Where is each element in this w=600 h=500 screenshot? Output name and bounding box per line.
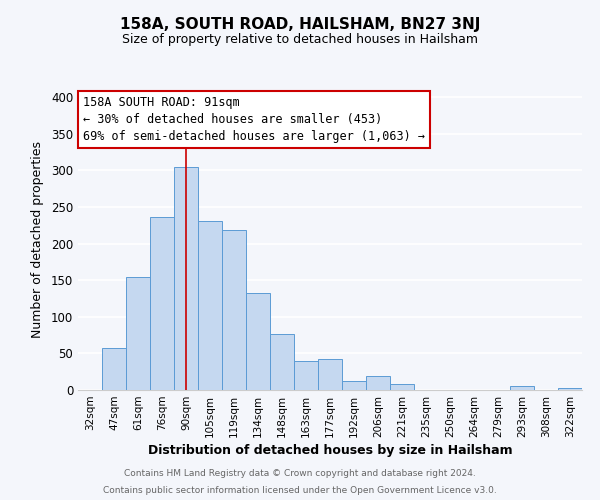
- Bar: [246, 292, 270, 390]
- Text: Contains HM Land Registry data © Crown copyright and database right 2024.: Contains HM Land Registry data © Crown c…: [124, 468, 476, 477]
- Bar: [366, 376, 390, 390]
- Bar: [270, 334, 294, 390]
- Bar: [390, 384, 414, 390]
- Bar: [150, 216, 174, 390]
- Bar: [342, 381, 366, 390]
- Text: 158A, SOUTH ROAD, HAILSHAM, BN27 3NJ: 158A, SOUTH ROAD, HAILSHAM, BN27 3NJ: [120, 18, 480, 32]
- Bar: [318, 360, 342, 390]
- Bar: [174, 167, 198, 390]
- Bar: [198, 221, 222, 390]
- Bar: [510, 386, 534, 390]
- Bar: [558, 388, 582, 390]
- Bar: [222, 230, 246, 390]
- Bar: [126, 276, 150, 390]
- Text: Contains public sector information licensed under the Open Government Licence v3: Contains public sector information licen…: [103, 486, 497, 495]
- Y-axis label: Number of detached properties: Number of detached properties: [31, 142, 44, 338]
- Text: 158A SOUTH ROAD: 91sqm
← 30% of detached houses are smaller (453)
69% of semi-de: 158A SOUTH ROAD: 91sqm ← 30% of detached…: [83, 96, 425, 143]
- X-axis label: Distribution of detached houses by size in Hailsham: Distribution of detached houses by size …: [148, 444, 512, 457]
- Bar: [294, 360, 318, 390]
- Text: Size of property relative to detached houses in Hailsham: Size of property relative to detached ho…: [122, 32, 478, 46]
- Bar: [102, 348, 126, 390]
